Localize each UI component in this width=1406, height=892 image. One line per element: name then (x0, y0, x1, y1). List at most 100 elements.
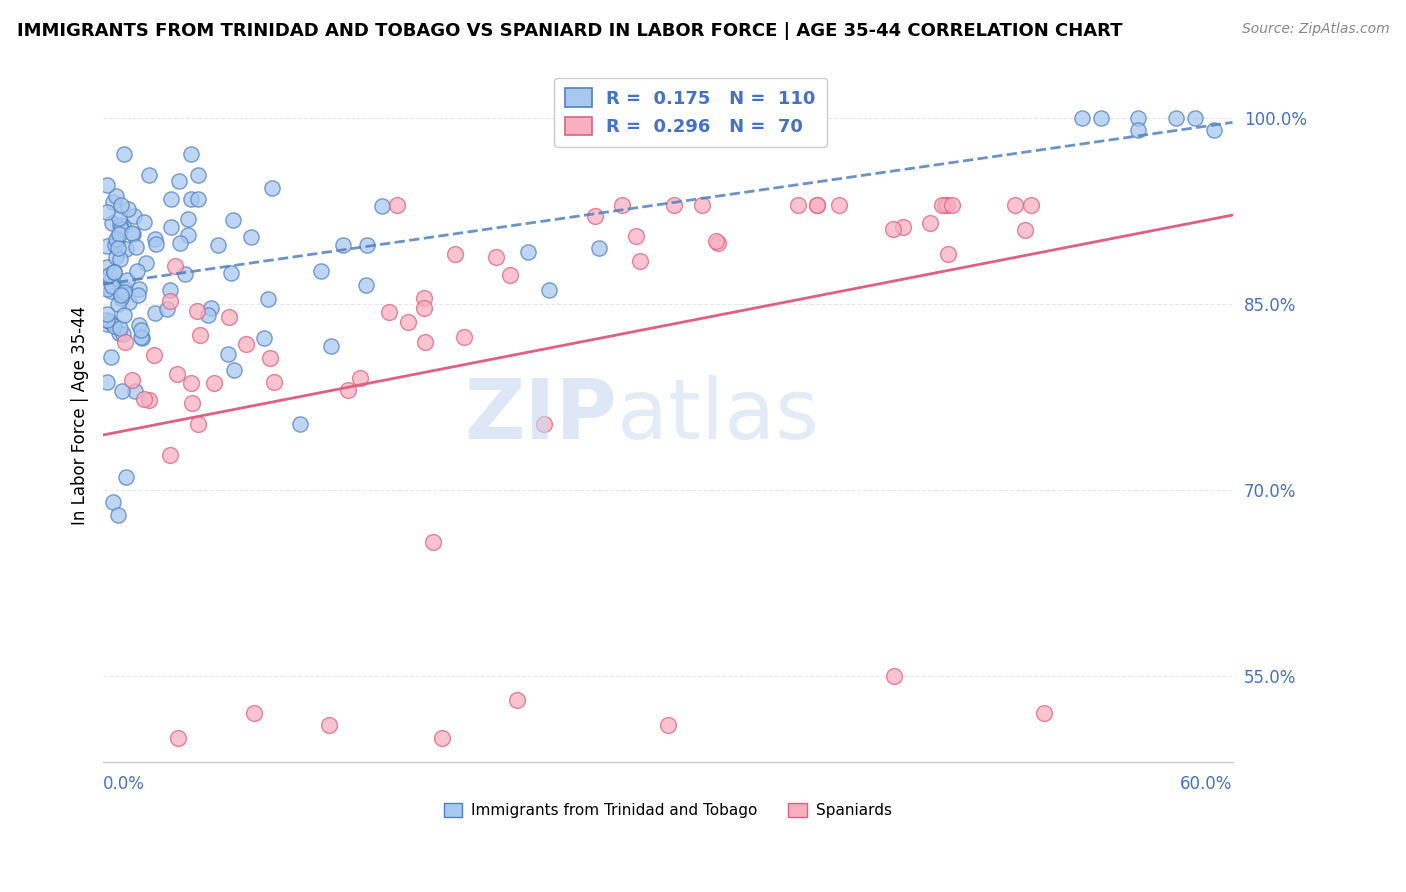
Point (131, 323, 153, 337)
Point (108, 321, 131, 335)
Point (1071, 111, 1094, 125)
Point (882, 222, 904, 236)
Point (104, 238, 127, 252)
Text: 60.0%: 60.0% (1180, 775, 1233, 793)
Point (101, 495, 124, 509)
Point (354, 277, 377, 292)
Point (114, 282, 136, 296)
Point (110, 287, 132, 301)
Point (704, 234, 727, 248)
Point (197, 309, 219, 323)
Point (104, 189, 127, 203)
Point (118, 294, 141, 309)
Point (111, 384, 134, 398)
Point (415, 334, 437, 349)
Point (499, 268, 522, 283)
Point (128, 282, 150, 296)
Point (96, 205, 118, 219)
Point (127, 287, 149, 301)
Point (110, 252, 132, 266)
Point (396, 315, 419, 329)
Point (517, 244, 540, 259)
Point (187, 168, 209, 182)
Legend: Immigrants from Trinidad and Tobago, Spaniards: Immigrants from Trinidad and Tobago, Spa… (437, 797, 898, 824)
Point (167, 731, 190, 745)
Point (111, 219, 134, 233)
Point (1128, 123, 1150, 137)
Point (378, 304, 401, 318)
Point (124, 384, 146, 398)
Point (128, 318, 150, 332)
Text: Source: ZipAtlas.com: Source: ZipAtlas.com (1241, 22, 1389, 37)
Point (662, 198, 685, 212)
Point (96, 317, 118, 331)
Point (430, 731, 453, 745)
Point (242, 706, 264, 720)
Point (235, 337, 257, 351)
Point (207, 237, 229, 252)
Point (96, 282, 118, 296)
Point (96, 239, 118, 253)
Point (180, 147, 202, 161)
Point (96, 260, 118, 274)
Text: 0.0%: 0.0% (103, 775, 145, 793)
Point (242, 768, 264, 782)
Point (1128, 111, 1150, 125)
Point (103, 265, 125, 279)
Point (931, 198, 953, 212)
Point (252, 331, 274, 345)
Point (117, 202, 139, 216)
Point (533, 417, 555, 431)
Point (101, 216, 124, 230)
Point (222, 213, 245, 227)
Point (453, 330, 475, 344)
Point (143, 349, 166, 363)
Point (786, 198, 808, 212)
Point (112, 285, 135, 300)
Point (115, 273, 138, 287)
Point (318, 718, 340, 732)
Point (202, 376, 225, 390)
Point (288, 417, 311, 432)
Point (114, 470, 136, 484)
Point (217, 347, 239, 361)
Point (413, 291, 436, 305)
Point (143, 232, 166, 246)
Point (107, 241, 129, 255)
Point (412, 301, 434, 315)
Point (163, 259, 186, 273)
Point (114, 334, 136, 349)
Text: IMMIGRANTS FROM TRINIDAD AND TOBAGO VS SPANIARD IN LABOR FORCE | AGE 35-44 CORRE: IMMIGRANTS FROM TRINIDAD AND TOBAGO VS S… (17, 22, 1122, 40)
Point (122, 227, 145, 241)
Point (224, 363, 246, 377)
Point (110, 222, 132, 236)
Point (259, 351, 281, 365)
Point (828, 198, 851, 212)
Point (125, 263, 148, 277)
Point (96, 313, 118, 327)
Point (96, 178, 118, 192)
Point (260, 181, 283, 195)
Point (96, 307, 118, 321)
Point (129, 330, 152, 344)
Point (107, 211, 129, 226)
Point (159, 283, 181, 297)
Point (103, 319, 125, 334)
Point (105, 250, 128, 264)
Point (177, 228, 200, 243)
Point (538, 284, 561, 298)
Point (200, 301, 222, 316)
Point (110, 291, 132, 305)
Point (422, 534, 444, 549)
Point (707, 235, 730, 250)
Point (134, 215, 156, 229)
Point (657, 718, 679, 732)
Point (114, 243, 136, 257)
Point (444, 247, 467, 261)
Point (103, 265, 125, 279)
Point (319, 339, 342, 353)
Point (167, 173, 190, 187)
Point (98, 275, 121, 289)
Point (169, 236, 191, 251)
Point (612, 198, 634, 212)
